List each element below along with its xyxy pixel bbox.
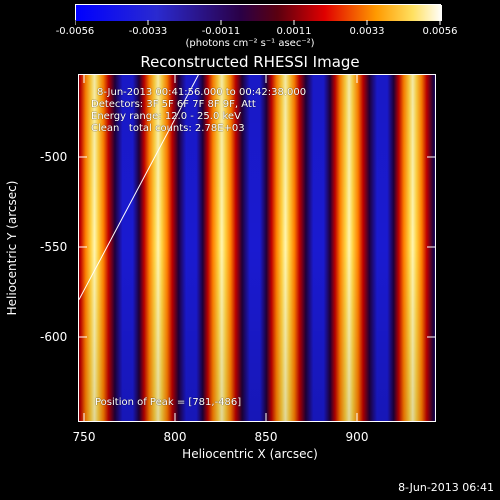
colorbar xyxy=(75,4,442,21)
colorbar-label: -0.0056 xyxy=(55,26,95,37)
rhessi-image-plot: 8-Jun-2013 00:41:56.000 to 00:42:38.000 … xyxy=(78,74,436,422)
x-tick-label: 800 xyxy=(163,430,187,444)
x-tick-label: 900 xyxy=(345,430,369,444)
peak-position-label: Position of Peak = [781,-486] xyxy=(95,397,242,408)
y-axis-label: Heliocentric Y (arcsec) xyxy=(5,180,19,316)
colorbar-ticks xyxy=(75,20,441,26)
x-axis-label: Heliocentric X (arcsec) xyxy=(182,447,318,461)
detectors-label: Detectors: 3F 5F 6F 7F 8F 9F, Att xyxy=(91,99,256,110)
y-tick-label: -500 xyxy=(40,150,68,164)
generated-timestamp: 8-Jun-2013 06:41 xyxy=(398,481,494,494)
colorbar-gradient xyxy=(76,5,442,21)
colorbar-label: 0.0011 xyxy=(276,26,312,37)
total-counts-label: Clean total counts: 2.78E+03 xyxy=(91,123,245,134)
x-tick-label: 850 xyxy=(254,430,278,444)
x-tick-label: 750 xyxy=(72,430,96,444)
colorbar-label: -0.0011 xyxy=(201,26,241,37)
colorbar-units: (photons cm⁻² s⁻¹ asec⁻²) xyxy=(185,38,315,49)
y-tick-label: -600 xyxy=(40,330,68,344)
y-tick-label: -550 xyxy=(40,240,68,254)
image-title: Reconstructed RHESSI Image xyxy=(140,53,360,71)
colorbar-label: -0.0033 xyxy=(128,26,168,37)
colorbar-label: 0.0033 xyxy=(349,26,385,37)
colorbar-label: 0.0056 xyxy=(422,26,458,37)
stripe-image xyxy=(79,75,435,421)
time-range-label: 8-Jun-2013 00:41:56.000 to 00:42:38.000 xyxy=(97,87,307,98)
energy-range-label: Energy range: 12.0 - 25.0 keV xyxy=(91,111,241,122)
